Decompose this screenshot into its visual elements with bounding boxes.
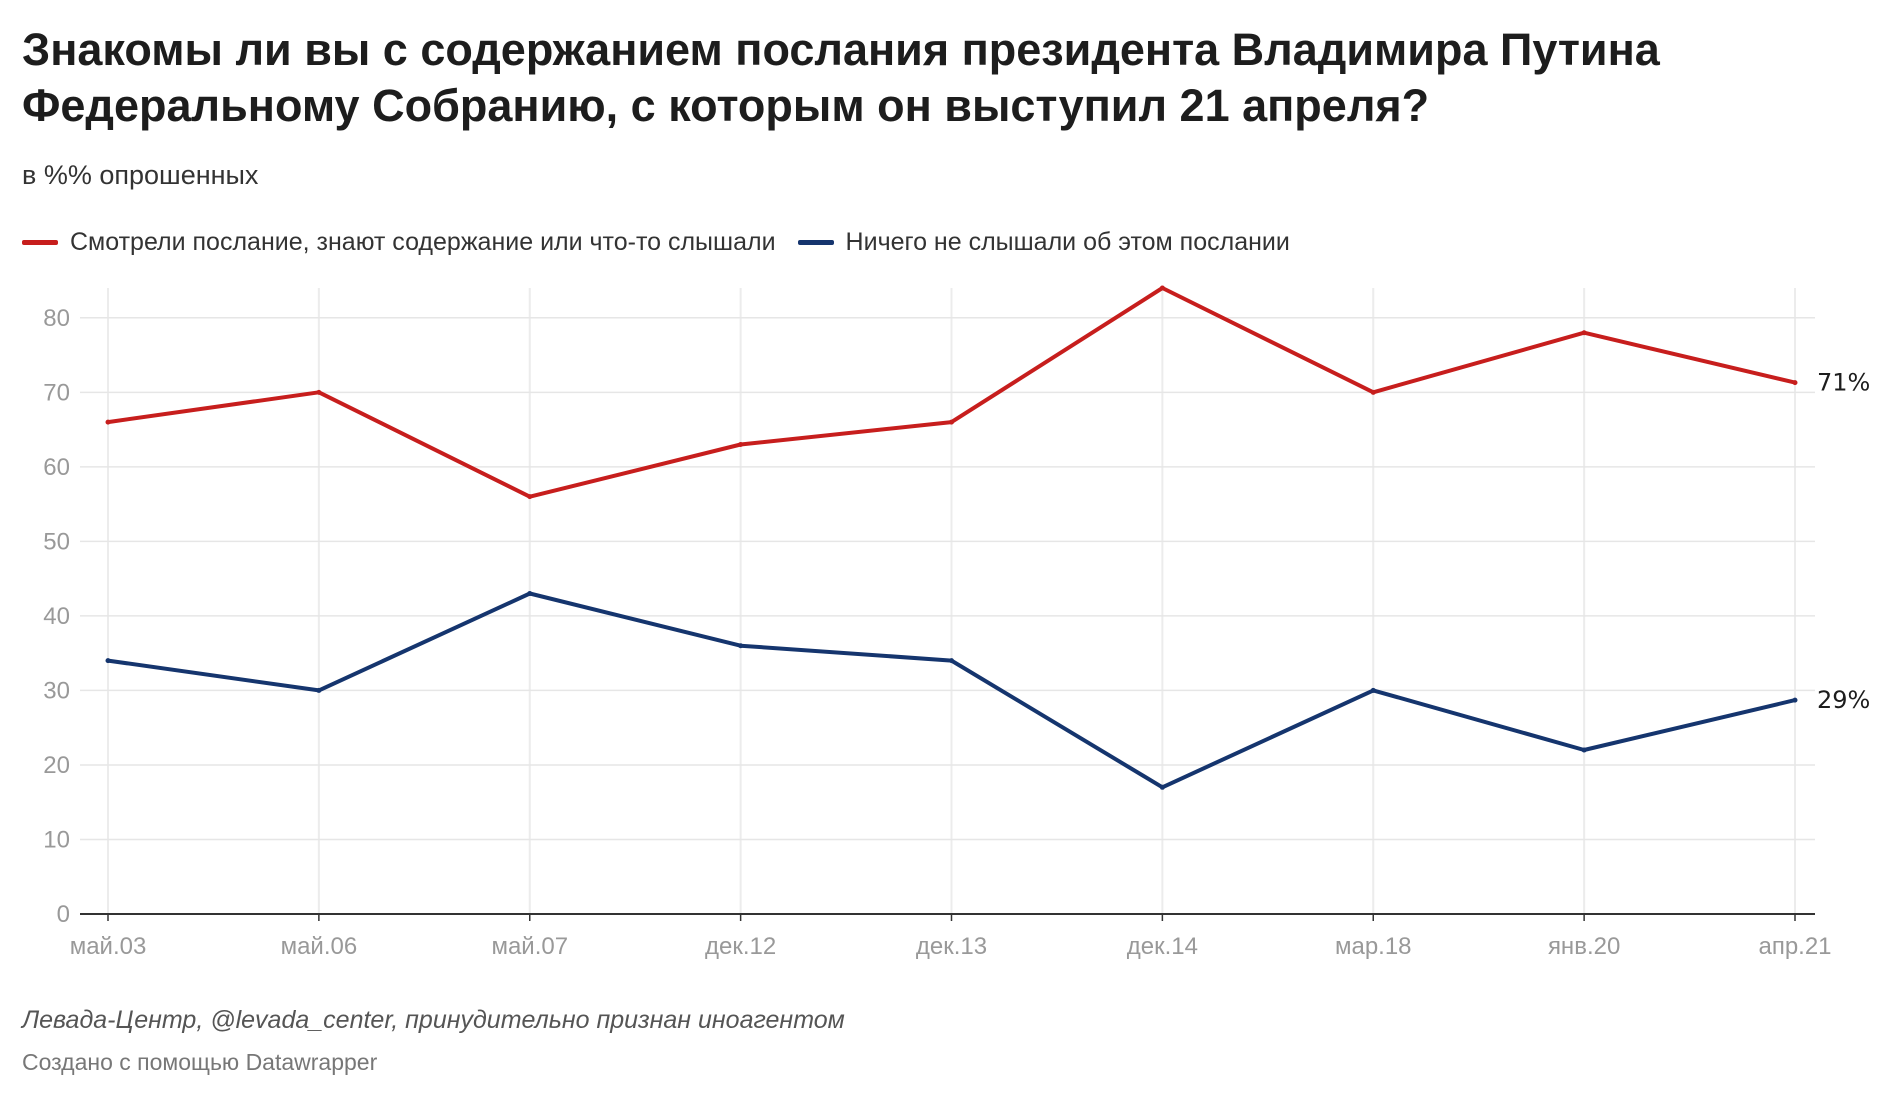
end-value-label: 71%	[1817, 369, 1870, 397]
y-tick-label: 30	[43, 677, 70, 704]
y-tick-label: 10	[43, 826, 70, 853]
x-tick-label: дек.14	[1127, 933, 1198, 960]
data-point	[1581, 747, 1587, 753]
chart-title: Знакомы ли вы с содержанием послания пре…	[22, 24, 1660, 131]
legend-label-blue: Ничего не слышали об этом послании	[845, 228, 1290, 256]
legend-item-blue: Ничего не слышали об этом послании	[797, 228, 1290, 257]
data-point	[949, 658, 954, 664]
y-tick-label: 40	[43, 603, 70, 630]
chart-subtitle: в %% опрошенных	[22, 160, 259, 190]
data-point	[316, 687, 322, 693]
y-tick-label: 70	[43, 379, 70, 406]
y-tick-label: 50	[43, 528, 70, 555]
data-point	[105, 658, 111, 664]
x-tick-label: апр.21	[1758, 933, 1831, 960]
x-tick-label: май.07	[491, 933, 568, 960]
legend-label-red: Смотрели послание, знают содержание или …	[70, 228, 776, 256]
y-tick-label: 20	[43, 752, 70, 779]
x-tick-label: дек.12	[705, 933, 776, 960]
x-tick-label: янв.20	[1548, 933, 1620, 960]
data-point	[738, 643, 744, 649]
series-layer	[105, 285, 1798, 790]
grid-layer	[80, 288, 1815, 914]
data-point	[738, 442, 744, 447]
axis-layer: 0 10 20 30 40 50 60 70 80 май.03 май.06 май.07 дек.1…	[43, 305, 1831, 960]
label-layer: 71% 29%	[1817, 369, 1870, 714]
x-tick-label: май.06	[281, 933, 358, 960]
data-point	[527, 494, 533, 500]
data-point	[1581, 330, 1587, 336]
legend: Смотрели послание, знают содержание или …	[22, 228, 1312, 257]
source-note: Левада-Центр, @levada_center, принудител…	[22, 1006, 845, 1034]
data-point	[527, 591, 533, 597]
legend-item-red: Смотрели послание, знают содержание или …	[22, 228, 776, 257]
x-tick-label: мар.18	[1335, 933, 1412, 960]
legend-swatch-blue	[797, 240, 834, 245]
y-tick-label: 60	[43, 454, 70, 481]
data-point	[1370, 687, 1376, 693]
y-tick-label: 0	[57, 901, 70, 928]
data-point	[1792, 380, 1798, 386]
data-point	[1159, 784, 1165, 790]
x-tick-label: май.03	[70, 933, 147, 960]
data-point	[105, 419, 111, 425]
data-point	[316, 389, 322, 395]
data-point	[1159, 285, 1165, 291]
x-tick-label: дек.13	[916, 933, 987, 960]
line-chart: 0 10 20 30 40 50 60 70 80 май.03 май.06 май.07 дек.1…	[43, 285, 1870, 960]
y-tick-label: 80	[43, 305, 70, 332]
data-point	[1370, 389, 1376, 395]
data-point	[949, 419, 954, 425]
end-value-label: 29%	[1817, 686, 1870, 714]
data-point	[1792, 697, 1798, 703]
legend-swatch-red	[22, 240, 58, 245]
credit-note: Создано с помощью Datawrapper	[22, 1049, 378, 1075]
